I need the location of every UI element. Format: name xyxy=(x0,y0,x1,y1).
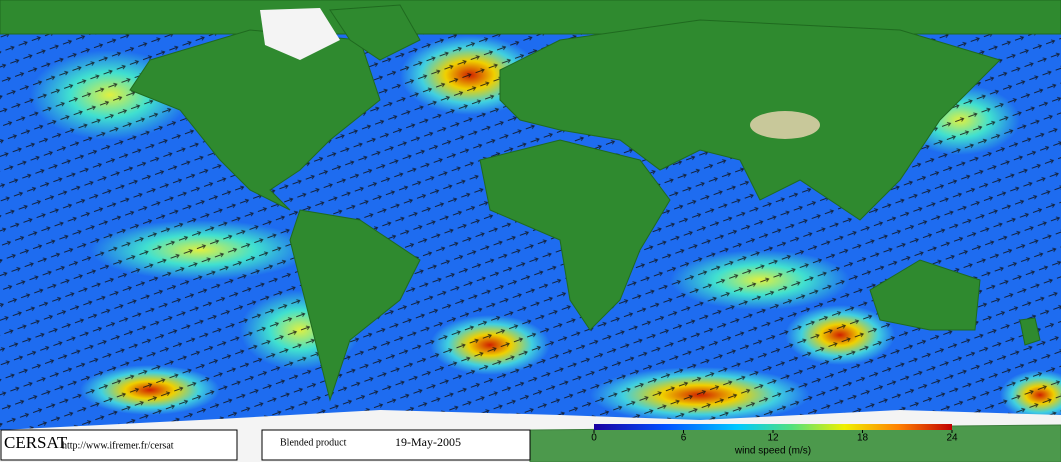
url: http://www.ifremer.fr/cersat xyxy=(62,440,174,451)
greenland xyxy=(329,4,421,61)
arctic-land xyxy=(0,0,1061,35)
africa xyxy=(479,139,671,331)
colorbar: wind speed (m/s) 0 6 12 18 24 xyxy=(591,424,958,457)
footer: CERSAT http://www.ifremer.fr/cersat Blen… xyxy=(0,429,531,461)
logo: CERSAT xyxy=(4,433,68,452)
south-america xyxy=(289,209,421,402)
plateau xyxy=(750,111,820,139)
colorbar-tick-label: 6 xyxy=(681,433,687,444)
colorbar-tick-label: 24 xyxy=(946,433,958,444)
colorbar-tick-label: 12 xyxy=(767,433,779,444)
arctic-ice xyxy=(260,8,340,60)
australia xyxy=(869,259,981,331)
colorbar-tick-label: 0 xyxy=(591,433,597,444)
colorbar-scale xyxy=(594,424,952,430)
colorbar-label: wind speed (m/s) xyxy=(734,446,811,457)
product-box xyxy=(261,429,531,461)
date: 19-May-2005 xyxy=(395,435,461,449)
logo-box xyxy=(0,429,238,461)
eurasia xyxy=(499,19,1001,221)
colorbar-tick-label: 18 xyxy=(857,433,869,444)
new-zealand xyxy=(1019,317,1041,346)
product: Blended product xyxy=(280,437,347,448)
